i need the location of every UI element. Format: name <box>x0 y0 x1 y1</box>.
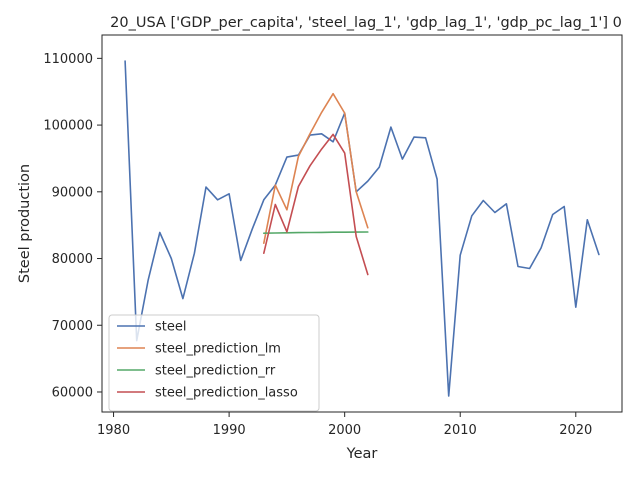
series-line-steel <box>124 60 600 397</box>
legend-box <box>108 314 320 412</box>
series-line-steel-prediction-rr <box>262 231 369 234</box>
y-axis-label: Steel production <box>17 164 33 283</box>
legend-label: steel_prediction_rr <box>155 364 276 379</box>
y-tick-label: 100000 <box>43 119 93 134</box>
x-tick-label: 1990 <box>213 423 246 438</box>
x-axis-label: Year <box>346 446 378 462</box>
legend-label: steel_prediction_lm <box>155 342 281 357</box>
legend-label: steel_prediction_lasso <box>155 386 298 401</box>
x-tick-label: 2000 <box>328 423 361 438</box>
y-tick-label: 80000 <box>52 252 93 267</box>
plot-area-frame <box>101 34 623 413</box>
y-tick-label: 60000 <box>52 385 93 400</box>
chart-title: 20_USA ['GDP_per_capita', 'steel_lag_1',… <box>110 15 622 31</box>
x-tick-label: 1980 <box>97 423 130 438</box>
series-layer <box>124 60 600 397</box>
x-tick-label: 2020 <box>559 423 592 438</box>
x-tick-label: 2010 <box>444 423 477 438</box>
y-tick-label: 70000 <box>52 319 93 334</box>
y-tick-label: 90000 <box>52 185 93 200</box>
legend-label: steel <box>155 320 186 335</box>
series-line-steel-prediction-lm <box>262 92 369 244</box>
axis-ticks: 1980 1990 2000 2010 2020 60000 70000 80000 90000… <box>43 52 592 438</box>
legend: steel steel_prediction_lm steel_prediction… <box>108 314 320 412</box>
y-tick-label: 110000 <box>43 52 93 67</box>
series-line-steel-prediction-lasso <box>262 133 369 276</box>
